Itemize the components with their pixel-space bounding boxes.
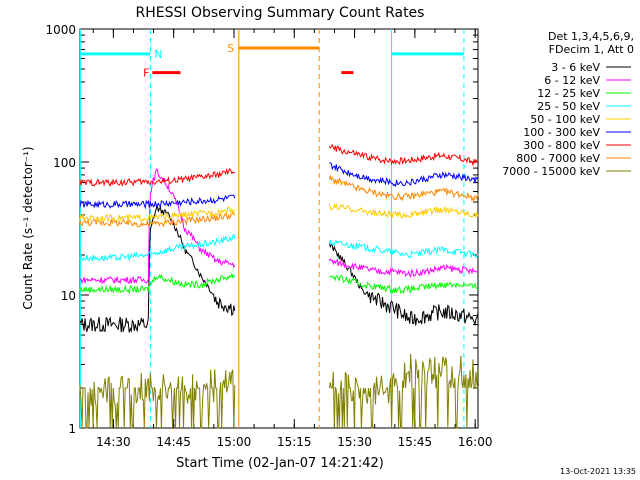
legend-entry-label: 3 - 6 keV — [551, 61, 600, 74]
x-tick-label: 14:45 — [156, 435, 191, 449]
y-tick-label: 10 — [61, 289, 76, 303]
annotation-label: F — [143, 67, 149, 80]
series-line — [79, 233, 236, 263]
legend-entry-label: 50 - 100 keV — [530, 113, 600, 126]
y-tick-label: 1 — [68, 422, 76, 436]
legend-entry-label: 6 - 12 keV — [544, 74, 600, 87]
legend-entry-label: 25 - 50 keV — [537, 100, 600, 113]
legend-header-line-2: FDecim 1, Att 0 — [549, 43, 634, 56]
legend-entry-label: 7000 - 15000 keV — [502, 165, 600, 178]
x-tick-label: 14:30 — [96, 435, 131, 449]
series-line — [79, 272, 236, 295]
annotation-label: N — [154, 48, 162, 61]
series-line — [79, 205, 236, 333]
series-line — [328, 239, 479, 259]
legend-entry-label: 12 - 25 keV — [537, 87, 600, 100]
x-tick-label: 16:00 — [458, 435, 493, 449]
annotation-label: S — [227, 42, 234, 55]
legend-entry-label: 300 - 800 keV — [523, 139, 600, 152]
legend-header-line-1: Det 1,3,4,5,6,9, — [548, 30, 634, 43]
series-line — [328, 174, 479, 203]
legend-entry-label: 800 - 7000 keV — [516, 152, 600, 165]
series-line — [79, 211, 236, 228]
series-line — [329, 274, 479, 294]
footer-timestamp: 13-Oct-2021 13:35 — [560, 467, 636, 476]
plot-area: 1 10 100 1000 14:30 14:45 15:00 15:15 15:30 15:45… — [45, 23, 492, 449]
series-line — [79, 194, 236, 210]
x-axis-label: Start Time (02-Jan-07 14:21:42) — [176, 456, 384, 471]
series-line — [328, 242, 479, 327]
y-tick-label: 100 — [53, 156, 76, 170]
series-line — [328, 258, 479, 279]
series-line — [79, 206, 235, 224]
series-line — [328, 203, 479, 219]
x-tick-label: 15:45 — [398, 435, 433, 449]
chart-title: RHESSI Observing Summary Count Rates — [136, 5, 425, 21]
x-tick-label: 15:30 — [337, 435, 372, 449]
x-tick-label: 15:00 — [217, 435, 252, 449]
y-axis-label: Count Rate (s⁻¹ detector⁻¹) — [21, 146, 35, 309]
series-line — [79, 167, 236, 187]
series-line — [328, 353, 479, 429]
y-tick-label: 1000 — [45, 23, 76, 37]
plot-frame — [79, 28, 479, 429]
series-line — [328, 143, 479, 167]
legend-entry-label: 100 - 300 keV — [523, 126, 600, 139]
series-line — [79, 168, 236, 285]
series-line — [79, 369, 236, 429]
x-tick-label: 15:15 — [277, 435, 312, 449]
series-line — [329, 162, 479, 188]
